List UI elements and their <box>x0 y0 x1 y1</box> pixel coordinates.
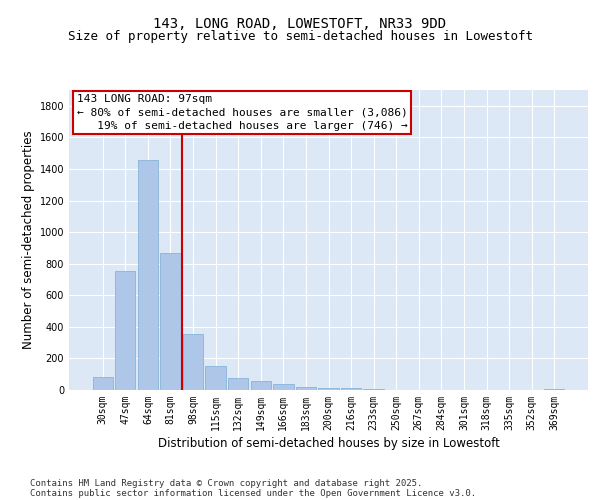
Bar <box>319 388 338 390</box>
Bar <box>544 388 565 390</box>
Bar <box>296 387 316 390</box>
Text: 143 LONG ROAD: 97sqm
← 80% of semi-detached houses are smaller (3,086)
   19% of: 143 LONG ROAD: 97sqm ← 80% of semi-detac… <box>77 94 407 131</box>
Bar <box>115 271 136 390</box>
Y-axis label: Number of semi-detached properties: Number of semi-detached properties <box>22 130 35 350</box>
Bar <box>205 366 226 390</box>
Text: 143, LONG ROAD, LOWESTOFT, NR33 9DD: 143, LONG ROAD, LOWESTOFT, NR33 9DD <box>154 18 446 32</box>
Text: Contains public sector information licensed under the Open Government Licence v3: Contains public sector information licen… <box>30 488 476 498</box>
X-axis label: Distribution of semi-detached houses by size in Lowestoft: Distribution of semi-detached houses by … <box>158 437 499 450</box>
Text: Size of property relative to semi-detached houses in Lowestoft: Size of property relative to semi-detach… <box>67 30 533 43</box>
Bar <box>138 160 158 390</box>
Text: Contains HM Land Registry data © Crown copyright and database right 2025.: Contains HM Land Registry data © Crown c… <box>30 478 422 488</box>
Bar <box>228 378 248 390</box>
Bar <box>341 388 361 390</box>
Bar <box>92 377 113 390</box>
Bar <box>160 254 181 390</box>
Bar <box>273 384 293 390</box>
Bar <box>364 389 384 390</box>
Bar <box>251 382 271 390</box>
Bar <box>183 334 203 390</box>
